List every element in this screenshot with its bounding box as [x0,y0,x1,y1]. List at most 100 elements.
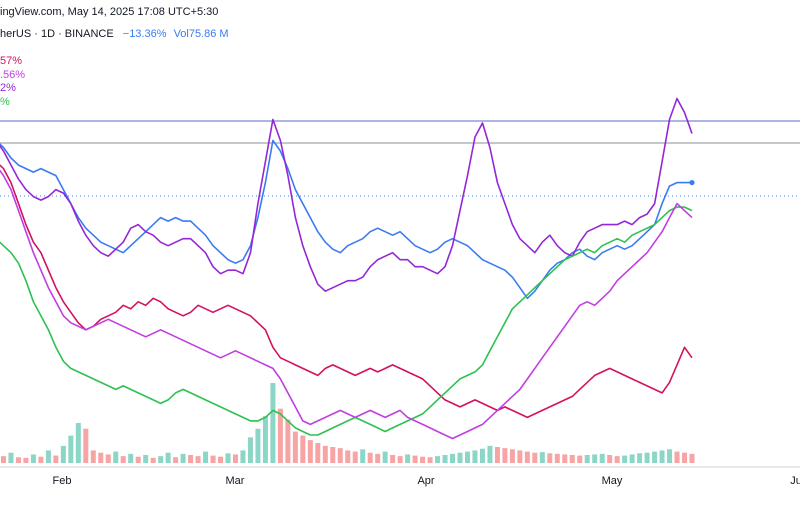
volume-bar [682,452,688,463]
volume-bar [614,456,620,463]
x-tick-label: Ju [790,475,800,487]
volume-bar [218,456,224,463]
volume-bar [240,450,246,463]
volume-bar [120,456,126,463]
volume-bar [150,457,156,463]
volume-bar [412,455,418,463]
volume-bar [30,454,36,463]
volume-bar [307,440,313,463]
volume-bar [180,453,186,463]
volume-bar [659,450,665,463]
volume-bar [15,457,21,463]
volume-bar [367,452,373,463]
volume-bar [502,448,508,463]
volume-bar [98,452,104,463]
volume-bar [382,451,388,463]
x-tick-label: May [602,475,623,487]
volume-bar [375,453,381,463]
volume-bar [592,454,598,463]
volume-bar [435,456,441,463]
volume-bar [517,450,523,463]
volume-bar [232,454,238,463]
volume-bar [285,419,291,463]
volume-bar [60,445,66,463]
volume-bar [165,452,171,463]
volume-bar [135,456,141,463]
volume-bar [128,453,134,463]
volume-bar [420,456,426,463]
volume-bar [629,454,635,463]
volume-bar [569,455,575,463]
volume-bar [53,455,59,463]
volume-bar [667,449,673,463]
x-tick-label: Feb [53,475,72,487]
header-symbol-line: herUS · 1D · BINANCE −13.36% Vol75.86 M [0,28,229,40]
volume-bar [577,455,583,463]
volume-bar [8,452,14,463]
volume-bar [674,451,680,463]
volume-bar [607,455,613,463]
volume-bar [352,451,358,463]
volume-bar [292,431,298,463]
volume-bar [472,450,478,463]
symbol-label: herUS · 1D · BINANCE [0,28,114,40]
volume-bar [158,456,164,463]
volume-bar [599,453,605,463]
volume-bar [405,454,411,463]
volume-bar [442,455,448,463]
series-line-4 [0,169,693,440]
volume-bar [255,428,261,463]
volume-bar [479,448,485,463]
volume-bar [532,452,538,463]
header-source-line: ingView.com, May 14, 2025 17:08 UTC+5:30 [0,6,218,18]
volume-bar [689,453,695,463]
volume-bar [637,453,643,463]
volume-bar [270,383,276,463]
volume-bar [113,451,119,463]
volume-bar [262,416,268,463]
legend-item-0: 57% [0,55,23,67]
volume-bar [652,451,658,463]
volume-bar [38,456,44,463]
volume-bar [105,454,111,463]
series-line-2 [0,164,693,419]
volume-bar [562,454,568,463]
volume-bar [644,452,650,463]
legend-item-1: .56% [0,69,26,81]
legend-item-3: % [0,96,10,108]
series-line-0 [0,139,692,300]
volume-bar [330,447,336,463]
series-line-1 [0,97,693,292]
volume-bar [397,456,403,463]
volume-bar [300,435,306,463]
volume-bar [337,448,343,463]
volume-bar [464,451,470,463]
volume-bar [322,445,328,463]
volume-bar [360,449,366,463]
volume-bar [584,455,590,463]
series-last-marker [689,179,695,186]
volume-bar [195,456,201,463]
volume-bar [143,455,149,463]
volume-bar [539,452,545,463]
volume-bar [524,451,530,463]
volume-bar [247,437,253,463]
volume-bar [75,423,81,463]
volume-bar [23,457,29,463]
x-tick-label: Mar [226,475,245,487]
source-line: ingView.com, May 14, 2025 17:08 UTC+5:30 [0,6,219,18]
volume-bar [83,428,89,463]
volume-bar [345,450,351,463]
volume-bar [494,447,500,463]
volume-bar [0,456,6,463]
volume-label: Vol75.86 M [173,28,229,40]
volume-bar [90,450,96,463]
x-tick-label: Apr [417,475,434,487]
series-line-3 [0,206,693,436]
volume-bar [315,443,321,463]
volume-bar [210,455,216,463]
volume-bar [45,450,51,463]
volume-bar [277,408,283,463]
volume-bar [390,455,396,463]
